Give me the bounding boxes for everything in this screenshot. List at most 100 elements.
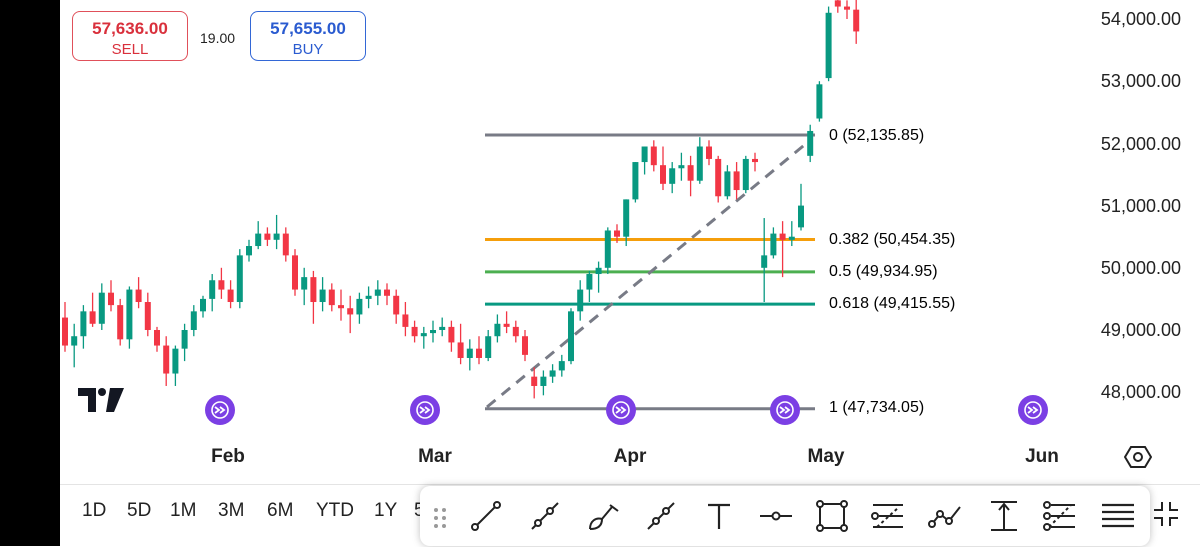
candle-body [264,233,271,240]
candle [282,227,289,262]
candle-body [788,236,795,240]
candle [301,267,308,306]
candle [761,218,768,303]
candle-body [126,289,133,340]
candle [402,302,409,337]
menu-tool-icon[interactable] [1099,497,1137,535]
candle-body [402,314,409,327]
candle-body [577,289,584,312]
candle [788,221,795,247]
candle-body [108,292,114,306]
buy-button[interactable]: 57,655.00 BUY [250,11,366,61]
candle-body [163,345,170,374]
range-6m[interactable]: 6M [267,500,294,521]
candle [338,289,344,321]
candle-body [319,289,326,303]
candle-body [466,348,473,358]
price-range-tool-icon[interactable] [985,497,1023,535]
rectangle-tool-icon[interactable] [813,497,851,535]
sell-button[interactable]: 57,636.00 SELL [72,11,188,61]
brush-tool-icon[interactable] [584,497,622,535]
candle [687,155,694,197]
candle [218,267,225,299]
range-3m[interactable]: 3M [218,500,245,521]
candle [384,283,390,306]
go-to-realtime-icon[interactable] [1018,395,1048,425]
candle [246,239,252,262]
candle [466,339,473,371]
candle [310,270,317,324]
candle [696,137,703,184]
candle [834,0,841,13]
range-1y[interactable]: 1Y [374,500,398,521]
drag-handle-icon[interactable] [433,506,447,530]
text-tool-icon[interactable] [700,497,738,535]
settings-icon[interactable] [1123,443,1153,471]
buy-price: 57,655.00 [270,19,346,38]
candle [641,146,648,175]
candle [549,364,556,383]
candle [117,298,124,346]
time-axis-label: May [807,446,845,467]
candle-body [328,289,335,306]
candle-body [135,289,142,303]
candle-body [614,230,620,237]
candle-body [623,199,630,237]
collapse-icon[interactable] [1148,496,1184,532]
path-tool-icon[interactable] [927,497,965,535]
candle [779,221,786,278]
candle [144,292,151,337]
candle [494,314,501,343]
candle [604,227,611,275]
candle-body [172,348,179,374]
range-5d[interactable]: 5D [127,500,152,521]
candle-body [292,255,298,290]
candle [209,274,216,312]
candle [476,336,482,365]
go-to-realtime-icon[interactable] [770,395,800,425]
trend-line-tool-icon[interactable] [467,497,505,535]
candle [770,227,777,259]
candle [135,277,142,309]
candle [190,305,197,337]
fib-trend-dashed-line [486,140,809,409]
sell-label: SELL [111,41,149,58]
candle-body [98,292,105,324]
candle [430,320,436,343]
fib-retracement-tool-icon[interactable] [869,497,907,535]
candle-body [301,277,308,290]
fib-level-label: 0.5 (49,934.95) [829,263,938,280]
price-axis-label: 54,000.00 [1100,9,1181,29]
candle-body [117,305,124,340]
candle [733,162,740,200]
candle-body [200,298,206,312]
extended-line-tool-icon[interactable] [642,497,680,535]
price-axis-label: 53,000.00 [1100,71,1181,91]
candle [108,280,114,312]
horizontal-line-tool-icon[interactable] [757,497,795,535]
candle [816,81,823,122]
ray-tool-icon[interactable] [526,497,564,535]
fib-channel-tool-icon[interactable] [1041,497,1079,535]
go-to-realtime-icon[interactable] [410,395,440,425]
candle-body [273,233,280,240]
candle [273,214,280,250]
range-5y[interactable]: 5 [414,500,425,522]
range-1m[interactable]: 1M [170,500,197,521]
candle [724,165,731,200]
candle-body [338,305,344,309]
candle-body [816,84,823,119]
candle-body [568,311,574,362]
time-axis-label: Mar [418,446,452,467]
candle [439,317,446,337]
candle [632,162,639,203]
range-ytd[interactable]: YTD [316,500,354,521]
candle-body [89,311,96,324]
candle [236,249,243,309]
candle-body [374,289,381,296]
range-1d[interactable]: 1D [82,500,107,521]
go-to-realtime-icon[interactable] [205,395,235,425]
candle [853,0,860,44]
go-to-realtime-icon[interactable] [606,395,636,425]
